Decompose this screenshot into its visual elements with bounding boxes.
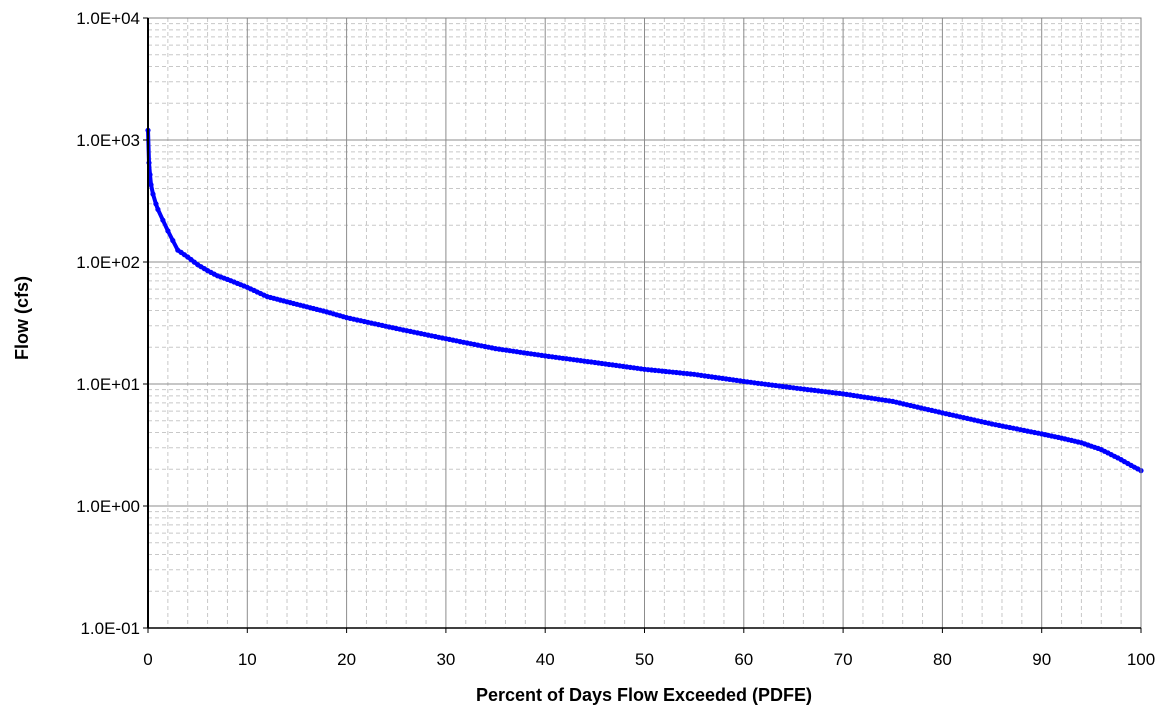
data-point	[160, 217, 166, 223]
data-point	[150, 191, 156, 197]
x-axis-title: Percent of Days Flow Exceeded (PDFE)	[476, 685, 812, 705]
x-tick-label: 0	[143, 650, 152, 669]
x-tick-label: 60	[734, 650, 753, 669]
x-tick-label: 20	[337, 650, 356, 669]
x-tick-label: 80	[933, 650, 952, 669]
y-tick-label: 1.0E+01	[76, 375, 140, 394]
y-tick-label: 1.0E+00	[76, 497, 140, 516]
data-point	[148, 182, 154, 188]
y-tick-labels: 1.0E-01 1.0E+00 1.0E+01 1.0E+02 1.0E+03 1.0E+…	[76, 9, 148, 638]
x-tick-labels: 0 10 20 30 40 50 60 70 80 90 100	[143, 628, 1155, 669]
x-tick-label: 50	[635, 650, 654, 669]
x-tick-label: 40	[536, 650, 555, 669]
y-tick-label: 1.0E-01	[80, 619, 140, 638]
y-tick-label: 1.0E+02	[76, 253, 140, 272]
x-tick-label: 30	[436, 650, 455, 669]
x-tick-label: 70	[834, 650, 853, 669]
data-point	[170, 237, 176, 244]
x-tick-label: 90	[1032, 650, 1051, 669]
major-gridlines	[148, 18, 1141, 628]
series-layer	[145, 127, 1144, 474]
series-markers	[145, 127, 1144, 474]
x-tick-label: 100	[1127, 650, 1155, 669]
y-axis-title: Flow (cfs)	[12, 276, 32, 360]
y-tick-label: 1.0E+03	[76, 131, 140, 150]
data-point	[155, 206, 161, 212]
x-tick-label: 10	[238, 650, 257, 669]
data-point	[165, 228, 171, 234]
y-tick-label: 1.0E+04	[76, 9, 140, 28]
data-point	[153, 201, 159, 207]
minor-gridlines	[148, 18, 1141, 628]
